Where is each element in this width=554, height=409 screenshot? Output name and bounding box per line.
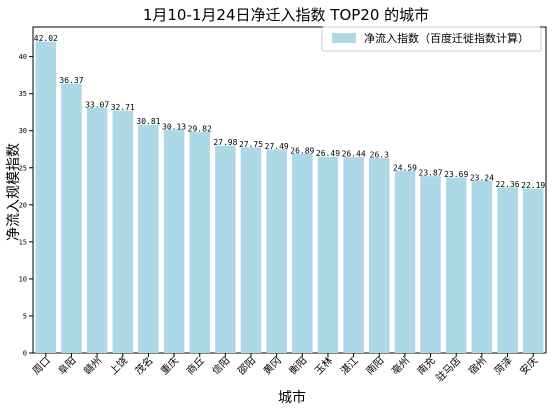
legend-label: 净流入指数（百度迁徙指数计算） xyxy=(364,31,529,45)
x-tick-label: 南阳 xyxy=(363,354,386,377)
data-label: 22.36 xyxy=(495,180,519,189)
x-tick-label: 上饶 xyxy=(107,354,130,377)
x-tick-label: 信阳 xyxy=(210,355,233,378)
y-tick-label: 35 xyxy=(19,90,27,98)
bar xyxy=(497,187,518,353)
x-tick-label: 邵阳 xyxy=(236,355,259,378)
y-tick-label: 30 xyxy=(19,127,27,135)
plot-area: 0 5 10 15 20 25 30 35 40 42.02 周口 36.37 阜阳 33.07 赣州 32.… xyxy=(19,26,547,384)
y-tick-label: 40 xyxy=(19,53,27,61)
y-tick-label: 25 xyxy=(19,164,27,172)
bar xyxy=(215,145,236,353)
bar xyxy=(189,132,210,353)
x-tick-label: 亳州 xyxy=(389,354,412,377)
data-label: 23.24 xyxy=(470,173,494,182)
bar xyxy=(240,147,262,353)
bar xyxy=(163,129,185,353)
bar xyxy=(35,41,57,354)
y-tick-label: 0 xyxy=(23,350,27,358)
legend: 净流入指数（百度迁徙指数计算） xyxy=(321,26,542,52)
bar xyxy=(445,177,467,353)
data-label: 27.98 xyxy=(213,138,237,147)
y-axis-title: 净流入规模指数 xyxy=(6,143,22,241)
x-tick-label: 宿州 xyxy=(466,354,489,377)
bar xyxy=(292,153,313,353)
x-tick-label: 黄冈 xyxy=(260,354,283,377)
bar xyxy=(471,180,493,353)
x-tick-label: 驻马店 xyxy=(433,354,463,384)
x-tick-label: 重庆 xyxy=(158,354,181,377)
data-label: 26.44 xyxy=(342,150,366,159)
legend-swatch xyxy=(332,33,356,43)
data-label: 42.02 xyxy=(34,34,58,43)
data-label: 30.81 xyxy=(136,117,160,126)
x-tick-label: 南充 xyxy=(414,354,437,377)
x-tick-label: 菏泽 xyxy=(492,355,515,378)
x-tick-label: 安庆 xyxy=(517,354,540,377)
bar xyxy=(86,107,108,354)
data-label: 32.71 xyxy=(111,103,135,112)
x-axis-title: 城市 xyxy=(278,389,306,406)
bar xyxy=(522,188,544,353)
y-tick-label: 15 xyxy=(19,238,27,246)
x-tick-label: 周口 xyxy=(30,355,53,378)
x-tick-label: 赣州 xyxy=(81,354,104,377)
bar xyxy=(61,83,82,353)
data-label: 26.3 xyxy=(370,151,389,160)
y-tick-label: 5 xyxy=(23,312,27,320)
data-label: 33.07 xyxy=(85,100,109,109)
bar xyxy=(266,149,287,353)
data-label: 26.49 xyxy=(316,149,340,158)
y-tick-label: 20 xyxy=(19,201,27,209)
data-label: 27.75 xyxy=(239,140,263,149)
bar xyxy=(394,170,416,353)
bar xyxy=(138,124,159,353)
data-label: 24.59 xyxy=(393,163,417,172)
y-tick-label: 10 xyxy=(19,275,27,283)
bar xyxy=(317,156,339,353)
data-label: 23.87 xyxy=(419,169,443,178)
legend-box xyxy=(321,26,542,52)
data-label: 27.49 xyxy=(265,142,289,151)
x-tick-label: 阜阳 xyxy=(55,354,78,377)
data-label: 30.13 xyxy=(162,122,186,131)
chart-title: 1月10-1月24日净迁入指数 TOP20 的城市 xyxy=(143,6,429,24)
x-tick-label: 玉林 xyxy=(312,354,335,377)
x-tick-label: 茂名 xyxy=(132,354,155,377)
data-label: 29.82 xyxy=(188,125,212,134)
data-label: 22.19 xyxy=(521,181,545,190)
data-label: 26.89 xyxy=(290,146,314,155)
bar xyxy=(343,157,364,353)
bar xyxy=(112,110,134,353)
data-label: 23.69 xyxy=(444,170,468,179)
x-tick-label: 衡阳 xyxy=(287,355,310,378)
x-tick-label: 湛江 xyxy=(338,355,361,378)
plot-frame xyxy=(32,26,547,354)
data-label: 36.37 xyxy=(59,76,83,85)
bar xyxy=(420,176,441,353)
x-tick-label: 商丘 xyxy=(184,354,207,377)
bar xyxy=(369,158,390,353)
